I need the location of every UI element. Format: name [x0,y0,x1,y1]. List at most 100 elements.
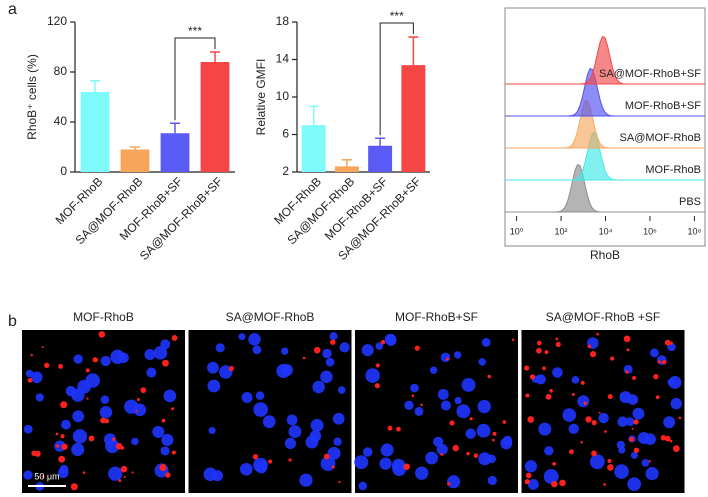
nucleus [436,443,448,455]
stain [123,475,126,478]
stain [288,458,292,462]
nucleus [354,455,369,470]
nucleus [668,375,682,389]
stain [559,479,566,487]
nucleus [239,462,253,476]
stain [88,435,95,442]
stain [414,345,420,351]
nucleus [630,451,638,459]
stain [420,403,423,407]
stain [111,437,116,441]
stain [555,337,559,341]
nucleus [131,437,139,446]
stain [98,331,106,338]
stain [607,464,614,471]
stain [104,418,110,424]
bar [301,125,326,172]
stain [330,339,336,345]
nucleus [23,424,33,434]
stain [452,444,459,452]
nucleus [163,389,177,403]
stain [607,394,613,400]
stain [445,357,450,361]
nucleus [252,345,262,355]
stain [41,475,45,478]
histogram [505,35,705,85]
stain [633,419,639,425]
stain [302,356,306,360]
stain [375,363,380,368]
bar [200,62,230,172]
panel-label: b [8,313,17,330]
stain [120,465,128,473]
stain [672,445,680,452]
histogram [505,163,705,213]
nucleus [337,386,346,394]
nucleus [477,399,491,414]
nucleus [645,467,659,481]
nucleus [589,454,605,470]
nucleus [571,375,580,384]
nucleus [362,447,373,457]
micrograph-title: MOF-RhoB+SF [395,310,478,324]
nucleus [241,391,253,403]
nucleus [207,379,221,393]
nucleus [392,462,407,477]
nucleus [72,410,85,423]
nucleus [358,481,368,491]
series-label: SA@MOF-RhoB+SF [599,68,701,80]
stain [171,450,176,455]
nucleus [255,461,268,474]
nucleus [215,343,225,353]
significance-label: *** [188,24,202,38]
series-label: MOF-RhoB+SF [625,100,701,112]
nucleus [262,415,276,429]
nucleus [415,466,429,480]
series-label: SA@MOF-RhoB [620,132,701,144]
series-label: MOF-RhoB [645,164,701,176]
nucleus [535,374,546,385]
stain [524,478,530,485]
stain [492,431,497,436]
bar [160,133,190,172]
nucleus [502,435,513,446]
stain [660,435,667,441]
stain [473,453,479,458]
stain [583,401,587,405]
nucleus [329,332,338,341]
stain [552,462,556,466]
stain [625,370,629,374]
bar [401,65,426,172]
stain [58,455,66,463]
y-tick-label: 18 [276,14,290,28]
nucleus [627,394,639,405]
bar [120,149,150,172]
stain [159,464,167,471]
stain [70,483,78,491]
stain [268,459,273,464]
nucleus [288,425,302,438]
stain [449,420,455,426]
stain [542,366,546,371]
y-tick-label: 10 [276,89,290,103]
nucleus [614,464,629,479]
nucleus [160,446,170,456]
stain [603,483,606,486]
nucleus [72,429,88,444]
nucleus [598,412,609,424]
nucleus [465,428,476,439]
nucleus [144,348,156,361]
nucleus [414,406,424,416]
nucleus [299,473,313,487]
stain [598,411,601,414]
nucleus [208,427,216,435]
micrograph-title: SA@MOF-RhoB +SF [546,310,661,324]
stain [34,450,41,457]
x-tick-label: 10⁴ [599,226,613,236]
nucleus [207,361,219,374]
nucleus [404,400,414,411]
stain [92,357,98,363]
stain [313,346,321,354]
stain [118,479,122,483]
nucleus [284,437,297,450]
